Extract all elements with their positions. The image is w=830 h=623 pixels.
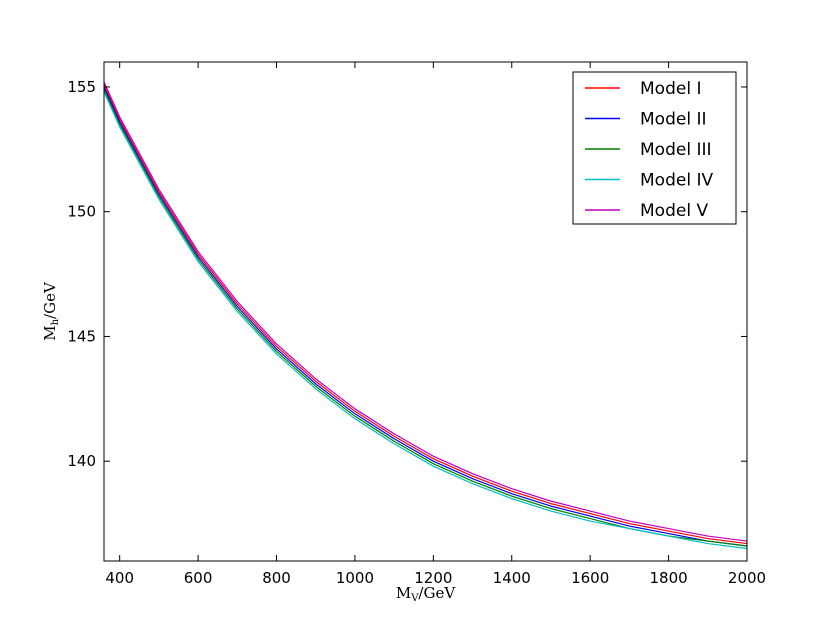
series-line-5 xyxy=(103,81,748,542)
x-tick-label: 1200 xyxy=(414,569,452,587)
legend-box xyxy=(572,71,737,225)
series-line-2 xyxy=(103,86,748,547)
x-tick-label: 400 xyxy=(105,569,134,587)
x-tick-label: 1600 xyxy=(571,569,609,587)
legend-label-5: Model V xyxy=(640,201,708,221)
legend-items: Model I Model II Model III Model IV Model V xyxy=(585,79,713,221)
x-tick-label: 800 xyxy=(262,569,291,587)
y-tick-label: 150 xyxy=(67,203,96,221)
y-tick-label: 155 xyxy=(67,78,96,96)
y-tick-label: 145 xyxy=(67,327,96,345)
series-line-4 xyxy=(103,91,748,550)
legend-label-3: Model III xyxy=(640,140,712,160)
tick-labels: 400 600 800 1000 1200 1400 1600 1800 2000 140 145 1… xyxy=(67,78,766,587)
y-tick-label: 140 xyxy=(67,452,96,470)
plot-frame xyxy=(103,61,748,562)
legend-label-1: Model I xyxy=(640,79,701,99)
x-tick-label: 2000 xyxy=(728,569,766,587)
x-axis-label: MV/GeV xyxy=(396,584,457,604)
legend-label-4: Model IV xyxy=(640,171,713,191)
x-tick-label: 600 xyxy=(184,569,213,587)
series-lines xyxy=(103,81,748,550)
x-tick-label: 1800 xyxy=(649,569,687,587)
x-tick-label: 1400 xyxy=(493,569,531,587)
series-line-1 xyxy=(103,84,748,545)
x-tick-label: 1000 xyxy=(336,569,374,587)
y-axis-label: Mh/GeV xyxy=(41,281,61,341)
legend-label-2: Model II xyxy=(640,110,706,130)
legend: Model I Model II Model III Model IV Model V xyxy=(572,71,737,225)
